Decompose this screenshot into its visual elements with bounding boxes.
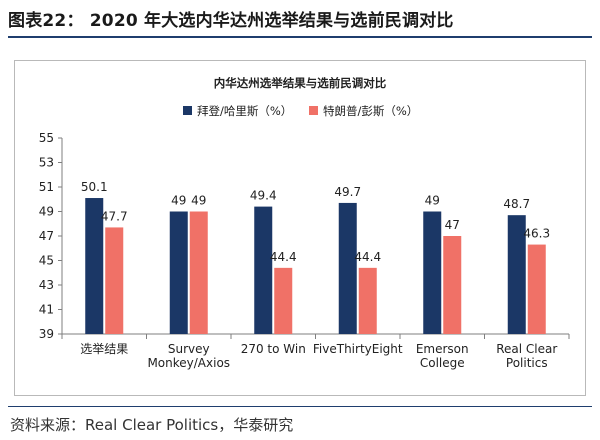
y-tick-label: 53 — [39, 156, 54, 170]
chart-title: 内华达州选举结果与选前民调对比 — [214, 76, 387, 90]
data-label: 49 — [171, 194, 186, 208]
data-label: 47.7 — [101, 209, 128, 223]
y-tick-label: 51 — [39, 180, 54, 194]
bar-biden — [85, 198, 104, 334]
bar-trump — [105, 227, 124, 334]
y-tick-label: 47 — [39, 229, 54, 243]
data-label: 44.4 — [354, 250, 381, 264]
y-tick-label: 39 — [39, 327, 54, 341]
y-tick-label: 45 — [39, 254, 54, 268]
x-tick-label: Real Clear Politics — [496, 342, 557, 370]
y-tick-label: 49 — [39, 205, 54, 219]
y-tick-label: 41 — [39, 303, 54, 317]
y-tick-label: 43 — [39, 278, 54, 292]
x-tick-label: Emerson College — [416, 342, 469, 370]
x-tick-label: Survey Monkey/Axios — [147, 342, 230, 370]
bar-trump — [443, 236, 462, 334]
data-label: 49 — [425, 194, 440, 208]
bar-trump — [189, 211, 208, 334]
legend-label-biden: 拜登/哈里斯（%） — [197, 104, 292, 118]
legend-label-trump: 特朗普/彭斯（%） — [323, 104, 418, 118]
data-labels: 50.1 47.7 49 49 49.4 44.4 49.7 44.4 49 47 48.7 46.3 — [81, 180, 550, 264]
bars — [85, 198, 546, 334]
bar-trump — [274, 267, 293, 334]
legend-swatch-biden — [183, 106, 192, 115]
data-label: 47 — [445, 218, 460, 232]
data-label: 49.4 — [250, 189, 277, 203]
bar-biden — [338, 202, 357, 334]
legend: 拜登/哈里斯（%） 特朗普/彭斯（%） — [183, 104, 418, 118]
data-label: 48.7 — [503, 197, 530, 211]
data-label: 50.1 — [81, 180, 108, 194]
legend-swatch-trump — [309, 106, 318, 115]
bar-chart: 内华达州选举结果与选前民调对比 拜登/哈里斯（%） 特朗普/彭斯（%） 39 41… — [39, 76, 570, 370]
bar-biden — [423, 211, 442, 334]
x-tick-label: 选举结果 — [80, 342, 128, 356]
data-label: 46.3 — [523, 227, 550, 241]
bar-trump — [527, 244, 546, 334]
data-label: 49 — [191, 194, 206, 208]
x-axis: 选举结果 Survey Monkey/Axios 270 to Win FiveThir… — [61, 333, 570, 370]
source-rule — [8, 406, 592, 407]
title-rule — [8, 36, 592, 38]
x-tick-label: 270 to Win — [241, 342, 306, 356]
bar-biden — [507, 215, 526, 334]
bar-trump — [358, 267, 377, 334]
chart-panel: 内华达州选举结果与选前民调对比 拜登/哈里斯（%） 特朗普/彭斯（%） 39 41… — [14, 60, 586, 396]
x-tick-label: FiveThirtyEight — [313, 342, 403, 356]
data-label: 49.7 — [334, 185, 361, 199]
figure-title: 图表22： 2020 年大选内华达州选举结果与选前民调对比 — [8, 11, 454, 31]
y-tick-label: 55 — [39, 131, 54, 145]
y-axis: 39 41 43 45 47 49 51 53 55 — [39, 131, 63, 341]
bar-biden — [254, 206, 273, 334]
data-label: 44.4 — [270, 250, 297, 264]
source-note: 资料来源：Real Clear Politics，华泰研究 — [10, 416, 294, 434]
bar-biden — [169, 211, 188, 334]
